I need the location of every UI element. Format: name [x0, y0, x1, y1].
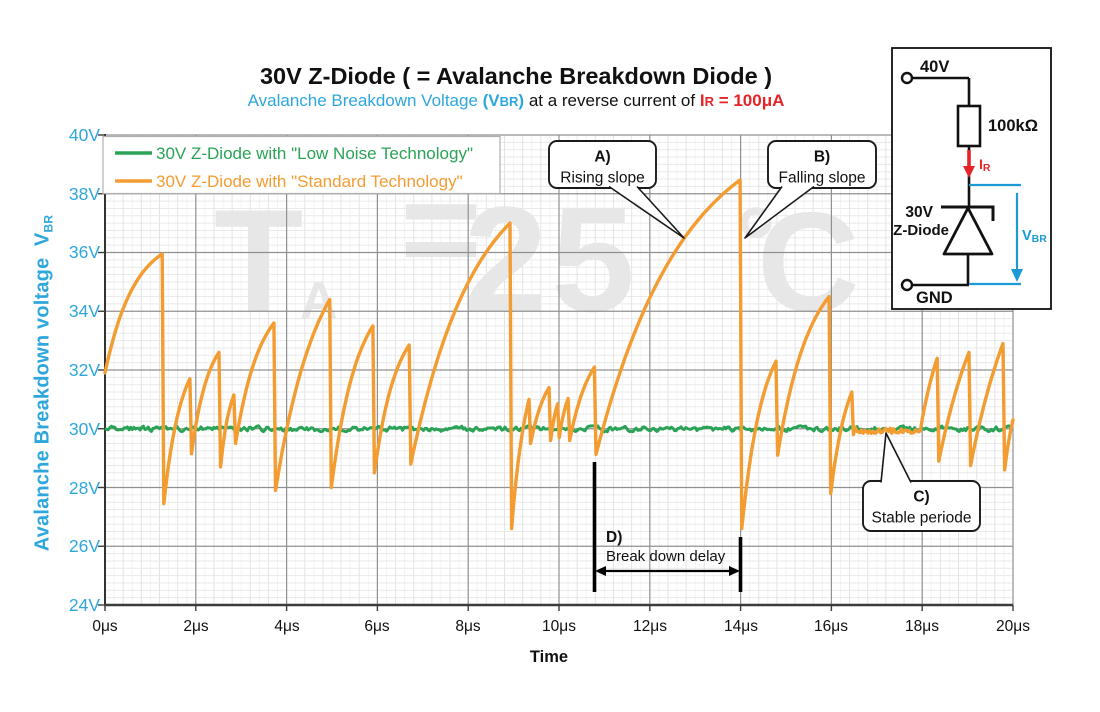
- svg-text:32V: 32V: [69, 360, 100, 380]
- svg-text:Avalanche Breakdown Voltage (V: Avalanche Breakdown Voltage (VBR) at a r…: [248, 91, 785, 110]
- svg-text:30V: 30V: [69, 419, 100, 439]
- svg-text:20μs: 20μs: [996, 618, 1030, 635]
- svg-text:IR: IR: [979, 156, 991, 174]
- svg-text:30V Z-Diode with "Standard Tec: 30V Z-Diode with "Standard Technology": [156, 172, 463, 191]
- svg-text:Stable periode: Stable periode: [872, 510, 972, 527]
- svg-text:100kΩ: 100kΩ: [988, 117, 1038, 135]
- svg-text:30V Z-Diode ( = Avalanche Brea: 30V Z-Diode ( = Avalanche Breakdown Diod…: [260, 63, 772, 89]
- svg-text:Falling slope: Falling slope: [778, 170, 865, 187]
- svg-text:30V Z-Diode with "Low Noise Te: 30V Z-Diode with "Low Noise Technology": [156, 144, 473, 163]
- svg-text:12μs: 12μs: [633, 618, 667, 635]
- svg-text:40V: 40V: [69, 125, 100, 145]
- svg-text:34V: 34V: [69, 301, 100, 321]
- svg-text:Avalanche Breakdown voltage V: Avalanche Breakdown voltage VBR: [32, 215, 56, 552]
- svg-text:VBR: VBR: [1022, 228, 1047, 245]
- svg-text:36V: 36V: [69, 242, 100, 262]
- svg-text:Break down delay: Break down delay: [606, 548, 726, 565]
- svg-text:14μs: 14μs: [724, 618, 758, 635]
- svg-text:C): C): [913, 489, 929, 506]
- svg-text:24V: 24V: [69, 595, 100, 615]
- svg-text:28V: 28V: [69, 478, 100, 498]
- svg-text:GND: GND: [916, 289, 953, 307]
- svg-text:8μs: 8μs: [455, 618, 481, 635]
- svg-text:10μs: 10μs: [542, 618, 576, 635]
- svg-text:40V: 40V: [920, 58, 949, 76]
- svg-text:Z-Diode: Z-Diode: [893, 222, 949, 239]
- svg-text:38V: 38V: [69, 184, 100, 204]
- svg-text:Rising slope: Rising slope: [560, 170, 644, 187]
- svg-text:6μs: 6μs: [364, 618, 390, 635]
- svg-text:30V: 30V: [905, 204, 933, 221]
- svg-text:0μs: 0μs: [92, 618, 118, 635]
- svg-text:4μs: 4μs: [274, 618, 300, 635]
- svg-text:Time: Time: [530, 648, 568, 666]
- svg-text:16μs: 16μs: [814, 618, 848, 635]
- svg-text:D): D): [606, 529, 622, 546]
- svg-text:T: T: [214, 179, 303, 342]
- svg-text:B): B): [814, 149, 830, 166]
- svg-text:26V: 26V: [69, 536, 100, 556]
- svg-text:2μs: 2μs: [183, 618, 209, 635]
- svg-text:25: 25: [464, 175, 639, 343]
- svg-text:18μs: 18μs: [905, 618, 939, 635]
- svg-text:A): A): [594, 149, 610, 166]
